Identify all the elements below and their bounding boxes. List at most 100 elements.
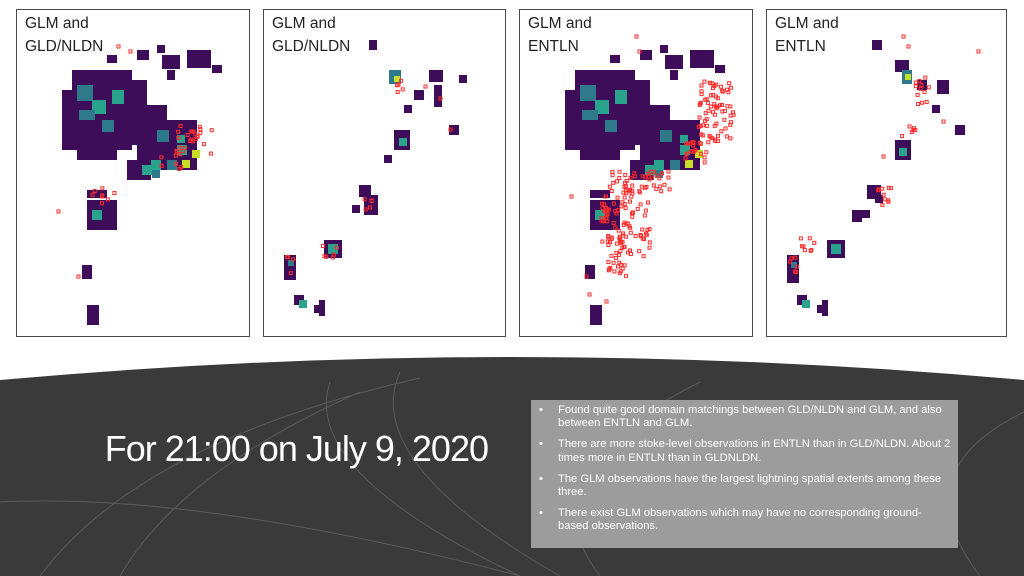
figure-area: GLM and GLD/NLDN GLM and GLD/NLDN GLM an… <box>16 9 1007 337</box>
ground-observation-marker <box>808 248 813 253</box>
ground-observation-marker <box>622 220 627 225</box>
ground-observation-marker <box>605 239 610 244</box>
note-text: The GLM observations have the largest li… <box>558 472 942 499</box>
ground-observation-marker <box>886 185 891 190</box>
ground-observation-marker <box>641 254 646 259</box>
ground-observation-marker <box>100 201 105 206</box>
ground-observation-marker <box>611 221 616 226</box>
ground-observation-marker <box>643 208 648 213</box>
flash-cell <box>102 120 114 132</box>
ground-observation-marker <box>587 292 592 297</box>
ground-observation-marker <box>722 117 727 122</box>
ground-observation-marker <box>683 156 688 161</box>
ground-observation-marker <box>615 179 620 184</box>
ground-observation-marker <box>639 184 644 189</box>
flash-cell <box>449 125 459 135</box>
ground-observation-marker <box>185 133 190 138</box>
ground-observation-marker <box>584 274 589 279</box>
ground-observation-marker <box>623 206 628 211</box>
ground-observation-marker <box>706 101 711 106</box>
ground-observation-marker <box>706 140 711 145</box>
ground-observation-marker <box>728 113 733 118</box>
ground-observation-marker <box>616 228 621 233</box>
flash-cell <box>162 55 180 69</box>
ground-observation-marker <box>802 248 807 253</box>
ground-observation-marker <box>633 234 638 239</box>
ground-observation-marker <box>915 92 920 97</box>
flash-cell <box>895 60 909 72</box>
flash-cell <box>187 50 211 68</box>
ground-observation-marker <box>697 115 702 120</box>
flash-cell <box>79 110 95 120</box>
ground-observation-marker <box>707 133 712 138</box>
flash-cell <box>157 45 165 53</box>
flash-cell <box>831 244 841 254</box>
flash-cell <box>167 70 175 80</box>
ground-observation-marker <box>634 34 639 39</box>
ground-observation-marker <box>288 271 293 276</box>
flash-cell <box>137 50 149 60</box>
ground-observation-marker <box>197 124 202 129</box>
flash-cell <box>157 130 169 142</box>
ground-observation-marker <box>691 143 696 148</box>
ground-observation-marker <box>640 227 645 232</box>
flash-cell <box>580 85 596 101</box>
ground-observation-marker <box>615 241 620 246</box>
ground-observation-marker <box>702 155 707 160</box>
ground-observation-marker <box>701 123 706 128</box>
flash-cell <box>817 305 825 313</box>
ground-observation-marker <box>614 250 619 255</box>
ground-observation-marker <box>720 88 725 93</box>
ground-observation-marker <box>795 264 800 269</box>
ground-observation-marker <box>704 117 709 122</box>
ground-observation-marker <box>606 242 611 247</box>
ground-observation-marker <box>285 254 290 259</box>
flash-cell <box>459 75 467 83</box>
bullet-icon: • <box>539 507 543 520</box>
flash-cell <box>92 100 106 114</box>
flash-cell <box>660 130 672 142</box>
ground-observation-marker <box>697 141 702 146</box>
ground-observation-marker <box>643 185 648 190</box>
bullet-icon: • <box>539 404 543 416</box>
flash-cell <box>685 160 693 168</box>
ground-observation-marker <box>706 108 711 113</box>
ground-observation-marker <box>718 103 723 108</box>
ground-observation-marker <box>882 197 887 202</box>
ground-observation-marker <box>708 81 713 86</box>
ground-observation-marker <box>658 184 663 189</box>
flash-cell <box>314 305 322 313</box>
ground-observation-marker <box>812 240 817 245</box>
ground-observation-marker <box>112 190 117 195</box>
ground-observation-marker <box>630 183 635 188</box>
ground-observation-marker <box>621 231 626 236</box>
flash-cell <box>582 110 598 120</box>
ground-observation-marker <box>684 141 689 146</box>
ground-observation-marker <box>644 232 649 237</box>
notes-box: • Found quite good domain matchings betwe… <box>531 400 958 548</box>
ground-observation-marker <box>646 200 651 205</box>
ground-observation-marker <box>715 96 720 101</box>
ground-observation-marker <box>611 201 616 206</box>
ground-observation-marker <box>702 79 707 84</box>
lightning-map-4 <box>787 34 981 316</box>
ground-observation-marker <box>637 190 642 195</box>
ground-observation-marker <box>714 106 719 111</box>
ground-observation-marker <box>708 93 713 98</box>
flash-cell <box>610 55 620 63</box>
ground-observation-marker <box>209 151 214 156</box>
slide-title: For 21:00 on July 9, 2020 <box>104 428 489 469</box>
ground-observation-marker <box>698 151 703 156</box>
ground-observation-marker <box>728 136 733 141</box>
ground-observation-marker <box>647 245 652 250</box>
ground-observation-marker <box>809 248 814 253</box>
ground-observation-marker <box>718 84 723 89</box>
ground-observation-marker <box>647 177 652 182</box>
ground-observation-marker <box>697 102 702 107</box>
ground-observation-marker <box>607 184 612 189</box>
flash-cell <box>434 85 442 107</box>
ground-observation-marker <box>198 127 203 132</box>
ground-observation-marker <box>876 188 881 193</box>
ground-observation-marker <box>643 175 648 180</box>
ground-observation-marker <box>913 84 918 89</box>
